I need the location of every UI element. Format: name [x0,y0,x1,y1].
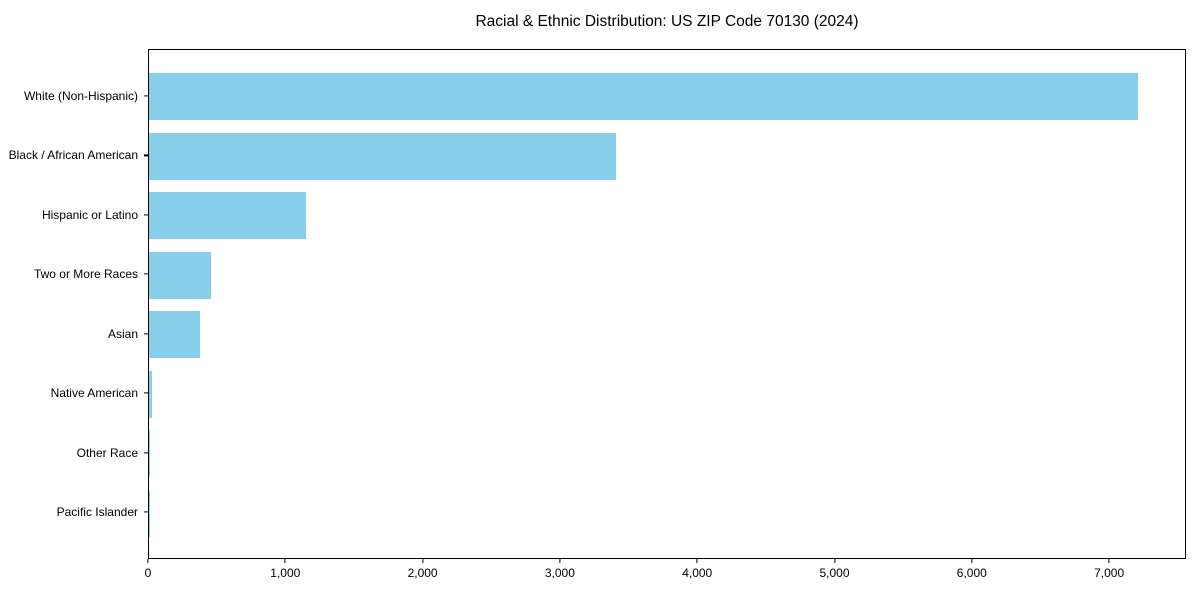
x-tick-0 [147,559,149,563]
y-tick-white-non-hispanic [144,95,148,97]
chart-title: Racial & Ethnic Distribution: US ZIP Cod… [475,13,859,30]
y-tick-label-black-african-american: Black / African American [8,148,138,163]
y-tick-label-hispanic-or-latino: Hispanic or Latino [41,207,138,222]
x-tick-label-1000: 1,000 [270,566,301,580]
plot-area [148,49,1186,559]
y-tick-two-or-more-races [144,273,148,275]
x-tick-3000 [559,559,561,563]
bar-native-american [149,370,153,418]
bar-black-african-american [149,132,616,180]
x-tick-label-2000: 2,000 [407,566,438,580]
y-axis: White (Non-Hispanic) Black / African Amer… [0,49,148,559]
y-tick-label-two-or-more-races: Two or More Races [33,267,138,282]
bar-other-race [149,430,151,478]
bar-asian [149,311,201,359]
x-tick-label-0: 0 [144,566,152,580]
y-tick-label-pacific-islander: Pacific Islander [56,505,138,520]
y-tick-label-native-american: Native American [50,386,138,401]
x-tick-5000 [833,559,836,563]
y-tick-black-african-american [144,154,148,156]
x-axis: 0 1,000 2,000 3,000 4,000 5,000 6,000 7,000 [144,559,1186,599]
bar-white-non-hispanic [149,73,1138,121]
x-tick-1000 [284,559,286,563]
bar-two-or-more-races [149,251,211,299]
x-tick-2000 [422,559,424,563]
y-tick-label-other-race: Other Race [76,445,138,460]
x-tick-7000 [1108,559,1110,563]
y-tick-label-asian: Asian [107,326,138,341]
x-tick-4000 [696,559,698,563]
x-tick-label-6000: 6,000 [956,566,987,580]
y-tick-hispanic-or-latino [144,214,148,216]
x-tick-6000 [971,559,973,563]
x-tick-label-3000: 3,000 [544,566,575,580]
x-tick-label-7000: 7,000 [1094,566,1125,580]
bar-hispanic-or-latino [149,192,306,240]
x-tick-label-5000: 5,000 [819,566,850,580]
y-tick-other-race [144,452,148,454]
y-tick-asian [144,333,148,335]
x-tick-label-4000: 4,000 [682,566,713,580]
y-tick-label-white-non-hispanic: White (Non-Hispanic) [23,88,138,103]
y-tick-native-american [144,392,148,394]
y-tick-pacific-islander [144,511,148,513]
